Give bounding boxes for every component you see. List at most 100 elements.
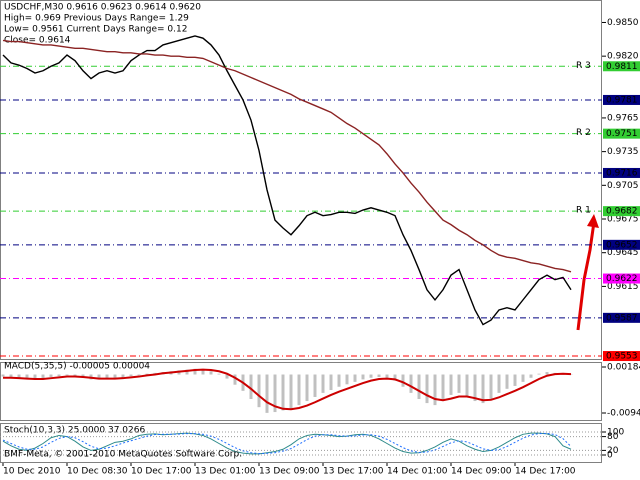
macd-bar xyxy=(257,374,261,408)
level-label: 0.9811 xyxy=(606,62,638,72)
y-tick-label: 0.9705 xyxy=(607,181,639,191)
macd-bar xyxy=(433,374,437,406)
arrow-head xyxy=(587,214,599,228)
macd-bar xyxy=(65,374,69,376)
level-label: 0.9716 xyxy=(606,168,638,178)
macd-bar xyxy=(121,374,125,378)
macd-bar xyxy=(329,374,333,391)
macd-bar xyxy=(345,374,349,385)
macd-bar xyxy=(305,374,309,402)
macd-bar xyxy=(361,374,365,380)
level-box xyxy=(603,273,640,284)
macd-bar xyxy=(185,369,189,375)
macd-bar xyxy=(465,374,469,397)
macd-bar xyxy=(73,374,77,377)
x-tick-label: 14 Dec 09:00 xyxy=(451,467,512,477)
macd-bar xyxy=(489,374,493,399)
y-tick-label: 0.9850 xyxy=(607,18,639,28)
macd-bar xyxy=(401,374,405,387)
y-tick-label: 0.00184 xyxy=(607,363,640,373)
macd-bar xyxy=(505,374,509,389)
macd-bar xyxy=(105,374,109,379)
level-box xyxy=(603,312,640,323)
macd-bar xyxy=(497,374,501,393)
level-label: 0.9587 xyxy=(606,313,638,323)
macd-pane xyxy=(0,362,602,421)
series-line xyxy=(2,39,572,273)
info-text: Close= 0.9614 xyxy=(4,36,71,46)
stoch-pane xyxy=(0,423,602,463)
info-text: USDCHF,M30 0.9616 0.9623 0.9614 0.9620 xyxy=(4,3,201,13)
macd-bar xyxy=(313,374,317,397)
macd-bar xyxy=(393,374,397,381)
y-tick-label: 0 xyxy=(607,451,613,461)
macd-bar xyxy=(425,374,429,404)
footer-text: BMF-Meta, © 2001-2010 MetaQuotes Softwar… xyxy=(4,450,242,460)
macd-bar xyxy=(265,374,269,413)
y-tick-label: 0.9645 xyxy=(607,248,639,258)
macd-bar xyxy=(201,369,205,375)
level-box xyxy=(603,239,640,250)
x-tick-label: 13 Dec 09:00 xyxy=(259,467,320,477)
series-line xyxy=(3,368,572,411)
macd-bar xyxy=(289,374,293,410)
macd-bar xyxy=(417,374,421,399)
level-name: R 1 xyxy=(576,206,591,216)
x-tick-label: 13 Dec 01:00 xyxy=(195,467,256,477)
macd-bar xyxy=(449,374,453,395)
x-tick-label: 10 Dec 2010 xyxy=(3,467,61,477)
macd-bar xyxy=(209,371,213,375)
macd-bar xyxy=(97,374,101,380)
x-tick-label: 14 Dec 17:00 xyxy=(515,467,576,477)
macd-bar xyxy=(369,374,373,378)
macd-bar xyxy=(353,374,357,382)
x-tick-label: 10 Dec 08:30 xyxy=(67,467,128,477)
macd-bar xyxy=(113,374,117,379)
level-box xyxy=(603,128,640,139)
macd-bar xyxy=(321,374,325,393)
macd-bar xyxy=(521,374,525,382)
x-tick-label: 14 Dec 01:00 xyxy=(387,467,448,477)
macd-bar xyxy=(129,374,133,377)
macd-bar xyxy=(513,374,517,386)
level-box xyxy=(603,167,640,178)
macd-bar xyxy=(337,374,341,387)
y-tick-label: 0.9615 xyxy=(607,282,639,292)
macd-bar xyxy=(441,374,445,402)
level-box xyxy=(603,61,640,72)
macd-bar xyxy=(57,374,61,377)
macd-bar xyxy=(249,374,253,399)
macd-bar xyxy=(409,374,413,393)
macd-bar xyxy=(385,374,389,378)
level-label: 0.9781 xyxy=(606,95,638,105)
level-label: 0.9622 xyxy=(606,274,638,284)
info-text: Low= 0.9561 Current Days Range= 0.12 xyxy=(4,25,187,35)
macd-bar xyxy=(1,374,5,377)
signal-arrow xyxy=(576,221,596,331)
y-tick-label: 100 xyxy=(607,428,624,438)
macd-bar xyxy=(41,374,45,379)
price-pane xyxy=(0,0,602,360)
x-tick-label: 13 Dec 17:00 xyxy=(323,467,384,477)
macd-bar xyxy=(481,374,485,404)
y-tick-label: 0.9820 xyxy=(607,52,639,62)
y-tick-label: 20 xyxy=(607,446,619,456)
y-tick-label: -0.00943 xyxy=(607,409,640,419)
level-name: R 3 xyxy=(576,61,591,71)
y-tick-label: 0.9765 xyxy=(607,113,639,123)
pane-title: Stoch(10,3,3) 25.0000 37.0266 xyxy=(4,426,145,436)
level-name: R 2 xyxy=(576,128,591,138)
y-tick-label: 0.9675 xyxy=(607,215,639,225)
macd-bar xyxy=(17,374,21,379)
macd-bar xyxy=(193,368,197,375)
macd-bar xyxy=(529,374,533,378)
level-label: 0.9652 xyxy=(606,240,638,250)
info-text: High= 0.969 Previous Days Range= 1.29 xyxy=(4,14,189,24)
macd-bar xyxy=(473,374,477,402)
level-box xyxy=(603,94,640,105)
macd-bar xyxy=(545,372,549,375)
macd-bar xyxy=(49,374,53,377)
macd-bar xyxy=(145,373,149,375)
